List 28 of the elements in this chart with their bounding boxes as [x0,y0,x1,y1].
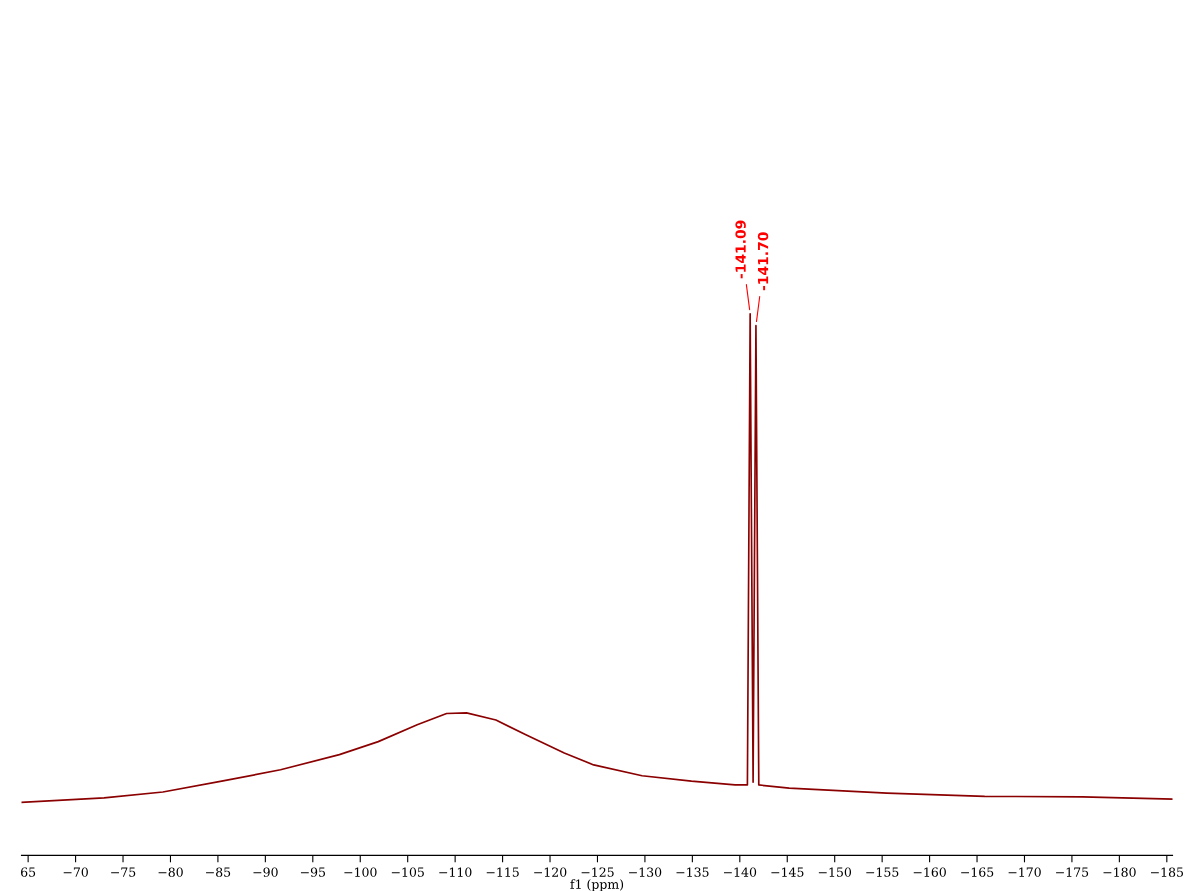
annotation: -141.09 [735,220,746,279]
x-tick-label: −145 [771,867,804,877]
x-tick-label: −85 [206,867,231,877]
x-tick-label: −135 [676,867,709,877]
x-tick-label: −90 [253,867,278,877]
x-tick-label: 65 [21,867,36,877]
x-tick-label: −125 [581,867,614,877]
x-tick-label: −80 [158,867,183,877]
x-tick-label: −140 [723,867,757,877]
x-tick-label: −165 [961,867,994,877]
x-tick-label: −155 [866,867,899,877]
x-tick-label: −70 [63,867,88,877]
x-tick-label: −150 [818,867,852,877]
x-tick-label: −115 [486,867,519,877]
x-tick-label: −75 [111,867,136,877]
x-tick-label: −120 [534,867,567,877]
x-axis-title: f1 (ppm) [570,879,624,891]
x-tick-label: −160 [913,867,946,877]
x-tick-label: −130 [629,867,662,877]
x-tick-label: −170 [1008,867,1041,877]
x-tick-label: −100 [344,867,377,877]
x-tick-label: −110 [439,867,472,877]
annotation: -141.70 [757,232,769,291]
x-tick-label: −185 [1150,867,1184,877]
x-tick-label: −95 [300,867,326,877]
x-tick-label: −180 [1103,867,1136,877]
x-tick-label: −105 [391,867,424,877]
x-tick-label: −175 [1056,867,1089,877]
